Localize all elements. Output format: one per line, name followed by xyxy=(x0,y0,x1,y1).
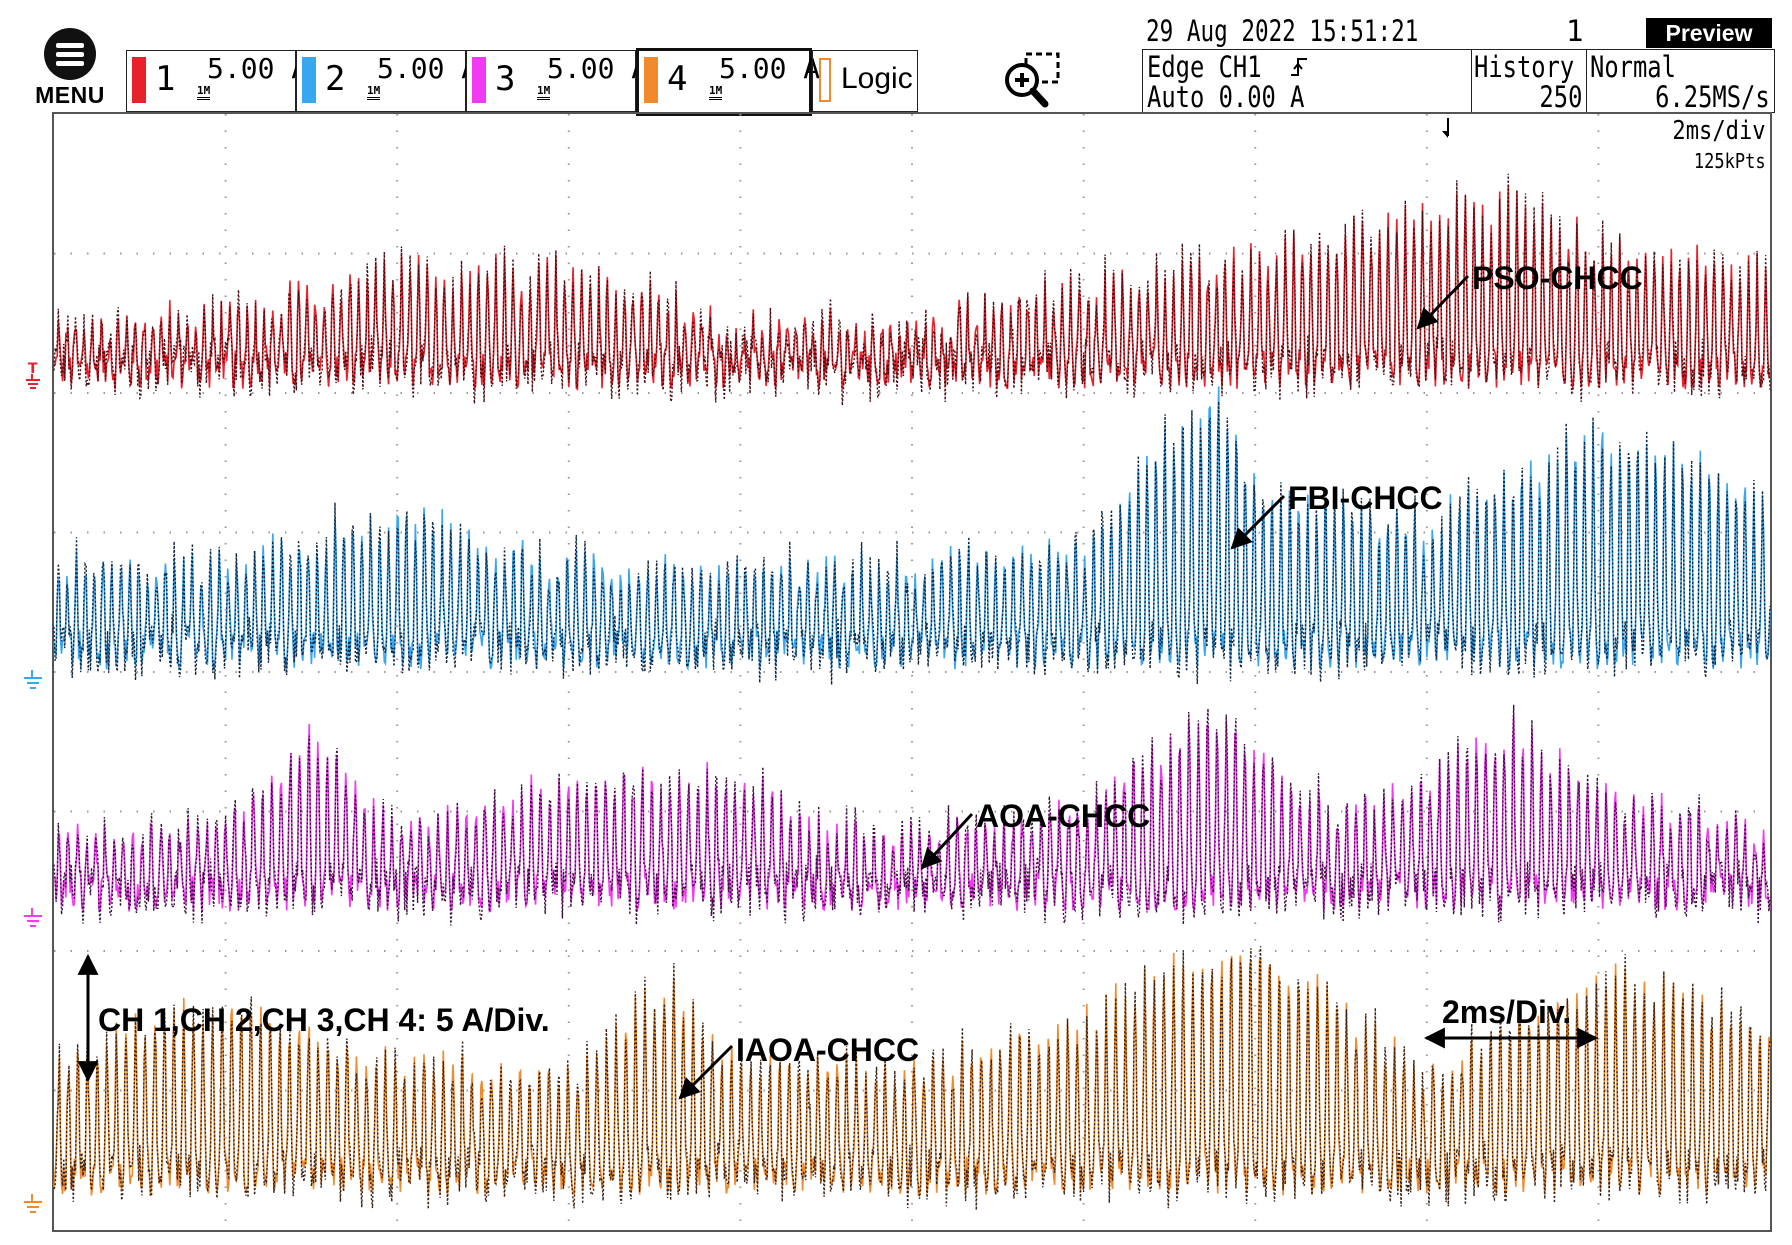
channel-3-number: 3 xyxy=(495,59,516,99)
trigger-panel[interactable]: Edge CH1 Auto 0.00 A xyxy=(1142,49,1472,114)
acquisition-mode: Normal xyxy=(1590,50,1676,84)
acquisition-mode-panel[interactable]: Normal 6.25MS/s xyxy=(1586,49,1775,114)
menu-label: MENU xyxy=(35,82,105,108)
label-aoa-chcc: AOA-CHCC xyxy=(976,798,1151,834)
svg-text:T: T xyxy=(28,362,38,377)
trigger-position-marker xyxy=(1442,118,1449,138)
logic-color xyxy=(819,58,831,102)
trigger-type: Edge CH1 xyxy=(1147,50,1262,84)
label-time-per-div: 2ms/Div. xyxy=(1442,994,1572,1030)
trigger-mode-level: Auto 0.00 A xyxy=(1147,80,1305,114)
channel-4-number: 4 xyxy=(667,59,688,99)
channel-4-scale: 5.00 A xyxy=(719,52,821,85)
logic-label: Logic xyxy=(841,62,913,95)
channel-1-number: 1 xyxy=(155,59,176,99)
channel-3-color xyxy=(472,57,486,103)
menu-button[interactable]: MENU xyxy=(26,24,114,112)
logic-button[interactable]: Logic xyxy=(812,50,918,112)
channel-4-color xyxy=(644,57,658,103)
channel-3-button[interactable]: 3 1M 5.00 A xyxy=(466,50,648,112)
label-scale-per-div: CH 1,CH 2,CH 3,CH 4: 5 A/Div. xyxy=(98,1002,550,1038)
menu-icon xyxy=(44,28,96,80)
datetime: 29 Aug 2022 15:51:21 xyxy=(1146,14,1419,48)
channel-2-ground-marker[interactable] xyxy=(24,664,50,694)
acquisition-count: 1 xyxy=(1566,14,1584,48)
channel-4-impedance: 1M xyxy=(709,85,723,100)
label-fbi-chcc: FBI-CHCC xyxy=(1288,480,1443,516)
channel-1-scale: 5.00 A xyxy=(207,52,309,85)
preview-badge[interactable]: Preview xyxy=(1646,18,1772,48)
channel-2-scale: 5.00 A xyxy=(377,52,479,85)
channel-1-color xyxy=(132,57,146,103)
channel-1-button[interactable]: 1 1M 5.00 A xyxy=(126,50,308,112)
channel-2-button[interactable]: 2 1M 5.00 A xyxy=(296,50,478,112)
channel-4-button[interactable]: 4 1M 5.00 A xyxy=(636,48,820,116)
channel-1-ground-marker[interactable]: T xyxy=(24,362,50,392)
channel-2-number: 2 xyxy=(325,59,346,99)
zoom-icon[interactable] xyxy=(1000,52,1064,108)
time-per-div: 2ms/div xyxy=(1672,116,1766,146)
sample-rate: 6.25MS/s xyxy=(1655,80,1770,114)
channel-3-scale: 5.00 A xyxy=(547,52,649,85)
channel-4-ground-marker[interactable] xyxy=(24,1188,50,1218)
history-value: 250 xyxy=(1539,80,1582,114)
channel-3-impedance: 1M xyxy=(537,85,551,100)
channel-2-color xyxy=(302,57,316,103)
label-pso-chcc: PSO-CHCC xyxy=(1472,260,1643,296)
channel-1-impedance: 1M xyxy=(197,85,211,100)
channel-2-impedance: 1M xyxy=(367,85,381,100)
label-iaoa-chcc: IAOA-CHCC xyxy=(736,1032,920,1068)
record-length: 125kPts xyxy=(1694,149,1766,173)
history-panel[interactable]: History 250 xyxy=(1470,49,1587,114)
channel-3-ground-marker[interactable] xyxy=(24,902,50,932)
waveform-display[interactable] xyxy=(52,112,1772,1232)
history-label: History xyxy=(1474,50,1575,84)
timebase-readout: 2ms/div 125kPts xyxy=(1673,116,1766,176)
rising-edge-icon xyxy=(1291,58,1307,76)
